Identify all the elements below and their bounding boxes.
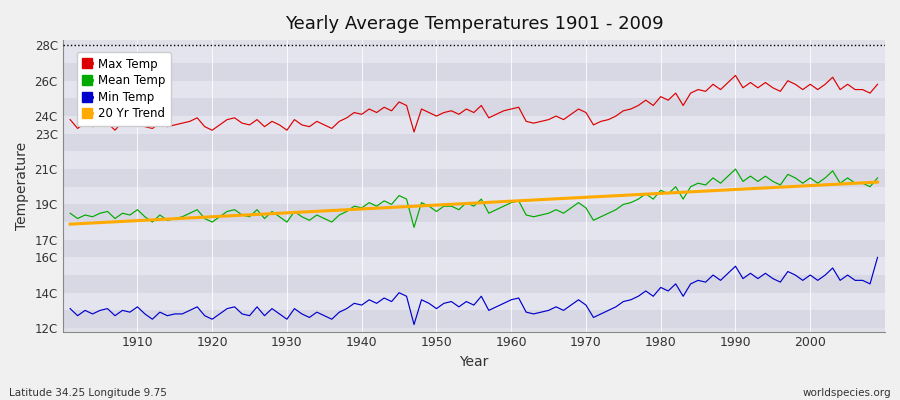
Bar — [63, 293, 885, 310]
Bar — [63, 152, 885, 169]
Bar — [63, 98, 885, 116]
Title: Yearly Average Temperatures 1901 - 2009: Yearly Average Temperatures 1901 - 2009 — [284, 15, 663, 33]
Y-axis label: Temperature: Temperature — [15, 142, 29, 230]
Bar — [63, 187, 885, 204]
Legend: Max Temp, Mean Temp, Min Temp, 20 Yr Trend: Max Temp, Mean Temp, Min Temp, 20 Yr Tre… — [76, 52, 171, 126]
Bar — [63, 310, 885, 328]
X-axis label: Year: Year — [459, 355, 489, 369]
Text: worldspecies.org: worldspecies.org — [803, 388, 891, 398]
Bar — [63, 275, 885, 293]
Bar — [63, 240, 885, 257]
Text: Latitude 34.25 Longitude 9.75: Latitude 34.25 Longitude 9.75 — [9, 388, 166, 398]
Bar — [63, 222, 885, 240]
Bar — [63, 46, 885, 63]
Bar — [63, 204, 885, 222]
Bar — [63, 169, 885, 187]
Bar — [63, 81, 885, 98]
Bar — [63, 116, 885, 134]
Bar — [63, 257, 885, 275]
Bar — [63, 134, 885, 152]
Bar — [63, 63, 885, 81]
